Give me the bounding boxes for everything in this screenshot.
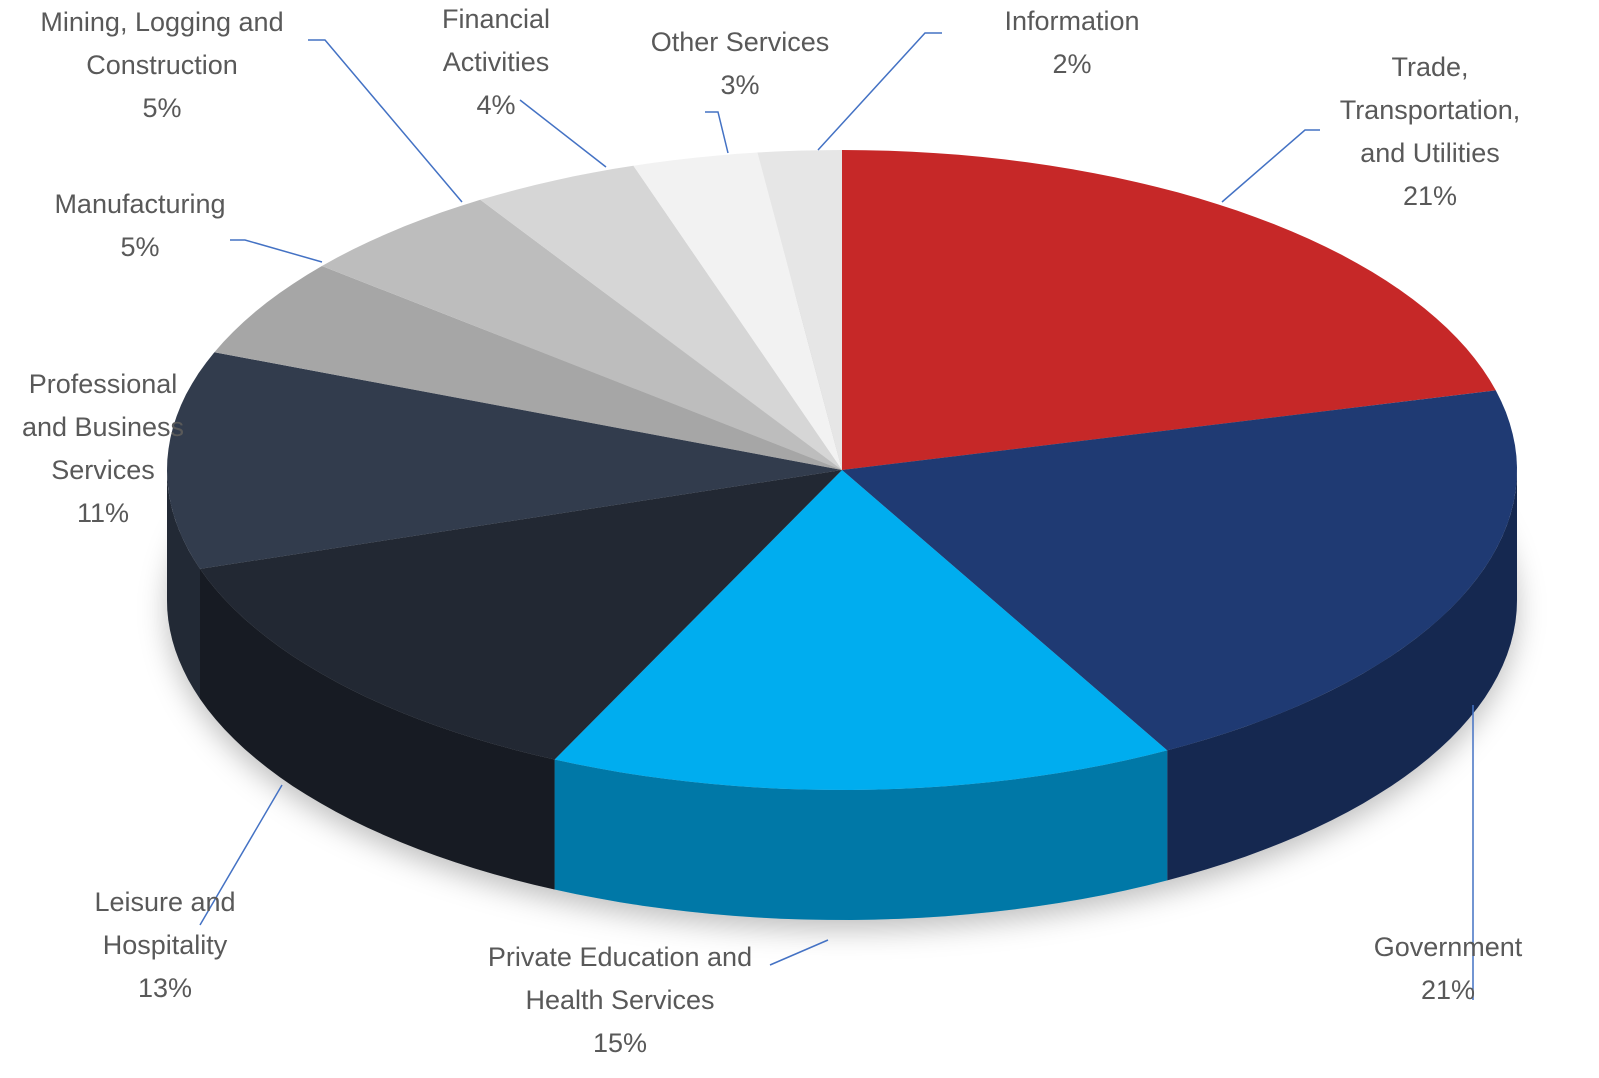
category-label: Trade, Transportation, and Utilities [1339, 52, 1521, 168]
category-label: Other Services [650, 27, 830, 57]
category-label: Government [1373, 932, 1523, 962]
value-label: 21% [1420, 975, 1476, 1005]
leader-line [199, 784, 283, 926]
data-label: Leisure and Hospitality 13% [65, 881, 265, 1010]
leader-line [308, 39, 463, 203]
value-label: 5% [120, 232, 160, 262]
slice-side [167, 470, 200, 699]
slice [842, 150, 1496, 470]
leader-line [519, 99, 607, 168]
leader-line [817, 32, 942, 151]
leader-line [769, 939, 829, 966]
leader-line [1221, 129, 1320, 203]
category-label: Mining, Logging and Construction [40, 7, 284, 80]
value-label: 4% [476, 90, 516, 120]
data-label: Mining, Logging and Construction 5% [7, 1, 317, 130]
category-label: Leisure and Hospitality [94, 887, 236, 960]
data-label: Government 21% [1348, 926, 1548, 1012]
slice-side [554, 750, 1168, 920]
slice [554, 470, 1168, 790]
slice [321, 199, 842, 471]
slice [200, 470, 842, 760]
leader-line [230, 239, 323, 263]
slice [757, 150, 842, 470]
slice-side [1167, 470, 1517, 881]
category-label: Information [1004, 6, 1140, 36]
slice [167, 352, 842, 569]
slice-side-shade [1167, 470, 1517, 881]
slice [842, 390, 1517, 751]
data-label: Trade, Transportation, and Utilities 21% [1315, 46, 1545, 218]
value-label: 13% [137, 973, 193, 1003]
value-label: 15% [592, 1028, 648, 1058]
data-label: Professional and Business Services 11% [16, 363, 191, 535]
slice-side-shade [200, 568, 555, 890]
slice-side-shade [554, 750, 1168, 920]
value-label: 11% [76, 498, 130, 528]
value-label: 3% [720, 70, 760, 100]
data-label: Information 2% [972, 0, 1172, 86]
value-label: 5% [142, 93, 182, 123]
data-label: Financial Activities 4% [421, 0, 571, 127]
leader-line [705, 111, 729, 154]
category-label: Manufacturing [54, 189, 226, 219]
data-label: Private Education and Health Services 15% [450, 936, 790, 1065]
slice [480, 165, 842, 470]
category-label: Professional and Business Services [21, 369, 185, 485]
value-label: 21% [1402, 181, 1458, 211]
slice [214, 266, 842, 470]
data-label: Manufacturing 5% [20, 183, 260, 269]
category-label: Private Education and Health Services [487, 942, 753, 1015]
category-label: Financial Activities [441, 4, 551, 77]
value-label: 2% [1052, 49, 1092, 79]
data-label: Other Services 3% [620, 21, 860, 107]
slice-side [200, 568, 555, 890]
slice [633, 152, 842, 470]
slice-side-shade [167, 470, 200, 699]
